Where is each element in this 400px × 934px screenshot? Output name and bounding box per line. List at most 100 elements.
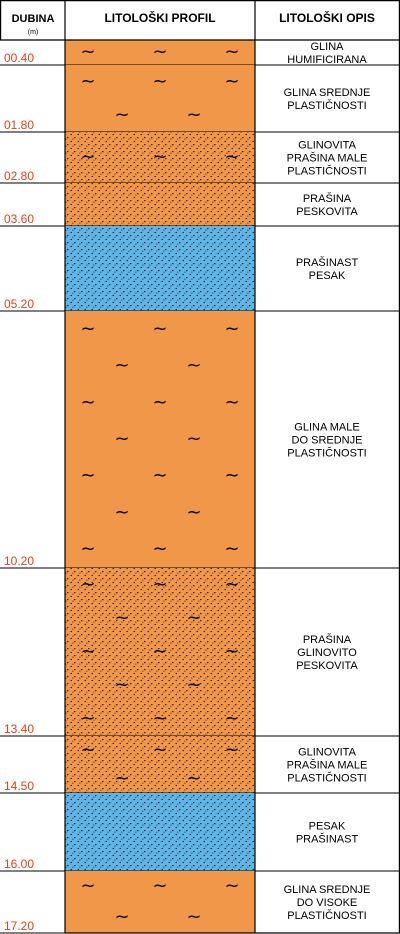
depth-label: 10.20 [4,554,34,568]
stipple-pattern [65,736,255,793]
layer-fill [65,871,255,933]
description-column-title: LITOLOŠKI OPIS [279,10,375,25]
layer-description-line: DO SREDNJE [292,435,363,447]
depth-label: 00.40 [4,51,34,65]
layer-description-line: DO VISOKE [297,897,358,909]
clay-symbol: ~ [152,42,167,63]
clay-symbol: ~ [80,71,95,92]
layer-description-line: PRAŠINAST [296,833,359,846]
clay-symbol: ~ [224,392,239,413]
clay-symbol: ~ [224,708,239,729]
clay-symbol: ~ [80,876,95,897]
clay-symbol: ~ [80,739,95,760]
clay-symbol: ~ [224,318,239,339]
clay-symbol: ~ [152,71,167,92]
clay-symbol: ~ [224,574,239,595]
clay-symbol: ~ [80,708,95,729]
clay-symbol: ~ [152,641,167,662]
clay-symbol: ~ [80,318,95,339]
layer-description-line: PLASTIČNOSTI [287,165,366,178]
clay-symbol: ~ [114,768,129,789]
layer-description-line: GLINOVITO [297,647,357,659]
layer-description-line: GLINA [310,41,344,53]
clay-symbol: ~ [80,574,95,595]
clay-symbol: ~ [114,429,129,450]
clay-symbol: ~ [80,465,95,486]
stipple-pattern [65,183,255,226]
clay-symbol: ~ [186,355,201,376]
clay-symbol: ~ [152,318,167,339]
clay-symbol: ~ [152,876,167,897]
clay-symbol: ~ [152,574,167,595]
clay-symbol: ~ [186,502,201,523]
layer-description-line: PLASTIČNOSTI [287,909,366,922]
clay-symbol: ~ [186,104,201,125]
layer-description-line: PLASTIČNOSTI [287,772,366,785]
clay-symbol: ~ [80,42,95,63]
depth-label: 16.00 [4,857,34,871]
clay-symbol: ~ [114,104,129,125]
clay-symbol: ~ [186,675,201,696]
clay-symbol: ~ [80,641,95,662]
stipple-pattern [65,226,255,311]
layer-description-line: PRAŠINA MALE [287,152,368,165]
clay-symbol: ~ [152,539,167,560]
depth-label: 05.20 [4,297,34,311]
layer-description-line: PESKOVITA [296,206,358,218]
depth-unit-label: (m) [28,29,39,36]
clay-symbol: ~ [114,607,129,628]
clay-symbol: ~ [114,355,129,376]
depth-label: 02.80 [4,169,34,183]
layer-description-line: GLINOVITA [298,140,357,152]
layer-description-line: PRAŠINA [303,633,352,646]
clay-symbol: ~ [224,641,239,662]
layer-description-line: HUMIFICIRANA [287,54,367,66]
layer-description-line: PESAK [309,270,346,282]
clay-symbol: ~ [186,607,201,628]
clay-symbol: ~ [152,465,167,486]
clay-symbol: ~ [152,739,167,760]
clay-symbol: ~ [152,708,167,729]
layer-7: ~ ~ ~ ~ ~ ~ ~ ~ ~ ~ ~ ~ ~13.40 PRAŠINAGLINOVITOPESKOV… [0,568,400,737]
layer-description-line: GLINOVITA [298,747,357,759]
layer-description-line: PESAK [309,821,346,833]
layer-description-line: PLASTIČNOSTI [287,99,366,112]
clay-symbol: ~ [224,539,239,560]
layer-fill [65,311,255,568]
clay-symbol: ~ [80,392,95,413]
clay-symbol: ~ [114,502,129,523]
layer-fill [65,40,255,65]
clay-symbol: ~ [224,42,239,63]
stipple-pattern [65,568,255,736]
layer-fill [65,65,255,132]
depth-label: 01.80 [4,118,34,132]
depth-column-title: DUBINA [12,13,55,25]
clay-symbol: ~ [224,739,239,760]
layer-description-line: PLASTIČNOSTI [287,447,366,460]
clay-symbol: ~ [80,147,95,168]
layer-description-line: GLINA MALE [294,422,359,434]
stipple-pattern [65,132,255,183]
depth-label: 14.50 [4,779,34,793]
depth-label: 03.60 [4,212,34,226]
clay-symbol: ~ [186,768,201,789]
layer-description-line: GLINA SREDNJE [284,884,371,896]
clay-symbol: ~ [80,539,95,560]
stipple-pattern [65,793,255,871]
layer-description-line: PRAŠINA MALE [287,759,368,772]
layer-description-line: PESKOVITA [296,660,358,672]
layer-description-line: PRAŠINAST [296,256,359,269]
depth-label: 17.20 [4,919,34,933]
